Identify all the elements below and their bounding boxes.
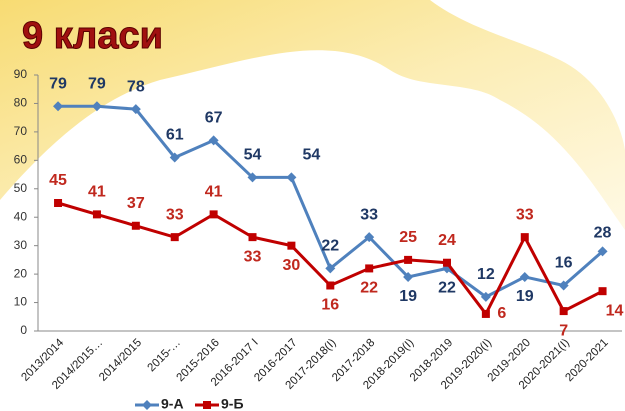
- data-label: 33: [166, 206, 184, 223]
- data-label: 61: [166, 127, 184, 144]
- marker: [558, 280, 569, 291]
- data-label: 33: [516, 206, 534, 223]
- data-label: 30: [283, 257, 301, 274]
- marker: [442, 258, 451, 267]
- data-label: 41: [88, 184, 106, 201]
- marker: [364, 232, 375, 243]
- marker: [169, 152, 180, 163]
- marker: [365, 264, 374, 273]
- y-tick-label: 0: [20, 323, 27, 337]
- data-label: 54: [244, 147, 262, 164]
- marker: [247, 172, 258, 183]
- marker: [326, 281, 335, 290]
- marker: [170, 233, 179, 242]
- y-tick-label: 30: [14, 238, 28, 252]
- marker: [598, 287, 607, 296]
- legend-label: 9-А: [161, 396, 184, 411]
- marker: [404, 255, 413, 264]
- data-label: 12: [477, 266, 495, 283]
- marker: [519, 271, 530, 282]
- marker: [209, 210, 218, 219]
- marker: [54, 199, 63, 207]
- y-tick-label: 10: [14, 295, 28, 309]
- y-tick-label: 20: [14, 266, 28, 280]
- data-label: 79: [49, 76, 67, 93]
- data-label: 33: [244, 248, 262, 265]
- y-tick-label: 70: [14, 124, 28, 138]
- marker: [480, 291, 491, 302]
- data-label: 6: [497, 305, 506, 322]
- y-tick-label: 40: [14, 209, 28, 223]
- y-tick-label: 60: [14, 153, 28, 167]
- data-label: 79: [88, 76, 106, 93]
- marker: [131, 221, 140, 230]
- marker: [208, 135, 219, 146]
- data-label: 78: [127, 78, 145, 95]
- marker: [481, 309, 490, 318]
- y-tick-label: 80: [14, 96, 28, 110]
- data-label: 33: [360, 206, 378, 223]
- legend-label: 9-Б: [221, 396, 244, 411]
- background-swoosh: [0, 0, 625, 230]
- data-label: 22: [321, 238, 339, 255]
- marker: [286, 172, 297, 183]
- marker: [597, 246, 608, 257]
- x-tick-label: 2015-…: [146, 337, 183, 374]
- marker: [287, 241, 296, 250]
- marker: [92, 210, 101, 219]
- marker: [91, 101, 102, 112]
- marker: [130, 104, 141, 115]
- data-label: 24: [438, 232, 456, 249]
- data-label: 45: [49, 172, 67, 189]
- marker: [53, 101, 64, 112]
- marker: [559, 307, 568, 316]
- legend-marker: [203, 401, 211, 409]
- marker: [325, 263, 336, 274]
- marker: [520, 233, 529, 242]
- data-label: 37: [127, 195, 145, 212]
- data-label: 28: [594, 225, 612, 242]
- data-label: 67: [205, 110, 223, 127]
- y-tick-label: 50: [14, 181, 28, 195]
- data-label: 19: [399, 288, 417, 305]
- marker: [403, 271, 414, 282]
- data-label: 16: [321, 297, 339, 314]
- x-tick-label: 2014/2015: [97, 337, 144, 384]
- chart-title: 9 класи: [22, 15, 163, 57]
- data-label: 25: [399, 229, 417, 246]
- legend-marker: [142, 400, 152, 410]
- data-label: 22: [360, 280, 378, 297]
- y-tick-label: 90: [14, 67, 28, 81]
- data-label: 22: [438, 280, 456, 297]
- data-label: 19: [516, 288, 534, 305]
- data-label: 14: [606, 302, 624, 319]
- marker: [248, 233, 257, 242]
- data-label: 54: [303, 147, 321, 164]
- data-label: 16: [555, 255, 573, 272]
- data-label: 41: [205, 184, 223, 201]
- data-label: 7: [559, 322, 568, 339]
